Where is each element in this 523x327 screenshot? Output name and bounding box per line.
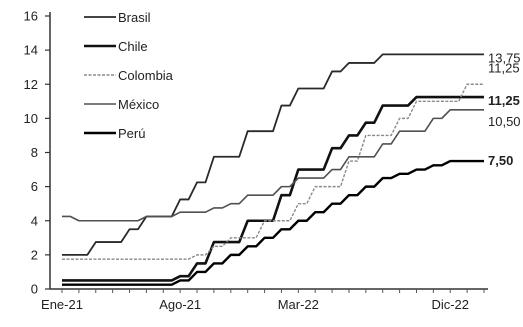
y-tick-label: 16 — [24, 9, 38, 24]
legend: Brasil Chile Colombia México Perú — [84, 10, 174, 141]
end-label-perú: 7,50 — [488, 153, 513, 168]
series-layer — [62, 53, 484, 286]
series-line-perú — [62, 159, 484, 286]
y-tick-label: 4 — [31, 213, 38, 228]
legend-label-brasil: Brasil — [118, 10, 151, 25]
legend-label-chile: Chile — [118, 39, 148, 54]
y-tick-label: 0 — [31, 282, 38, 297]
y-tick-label: 6 — [31, 179, 38, 194]
legend-label-méxico: México — [118, 97, 159, 112]
series-line-chile — [62, 95, 484, 282]
series-line-colombia — [62, 83, 484, 260]
y-tick-label: 10 — [24, 111, 38, 126]
end-label-chile: 11,25 — [488, 93, 520, 108]
x-tick-label: Mar-22 — [278, 297, 319, 312]
axes: 0 2 4 6 8 10 12 14 16 Ene-21 Ago-21 Mar-22 Dic-22 — [24, 9, 488, 312]
y-tick-label: 12 — [24, 77, 38, 92]
series-line-brasil — [62, 53, 484, 256]
legend-label-perú: Perú — [118, 126, 145, 141]
end-label-brasil: 13,75 — [488, 50, 521, 65]
x-tick-label: Ene-21 — [41, 297, 83, 312]
legend-label-colombia: Colombia — [118, 68, 174, 83]
y-tick-label: 14 — [24, 43, 38, 58]
series-line-méxico — [62, 109, 484, 222]
x-tick-label: Dic-22 — [431, 297, 469, 312]
y-tick-label: 2 — [31, 247, 38, 262]
end-label-colombia: 11,25 — [488, 60, 520, 75]
end-label-méxico: 10,50 — [488, 114, 521, 129]
y-tick-label: 8 — [31, 145, 38, 160]
x-tick-label: Ago-21 — [159, 297, 201, 312]
